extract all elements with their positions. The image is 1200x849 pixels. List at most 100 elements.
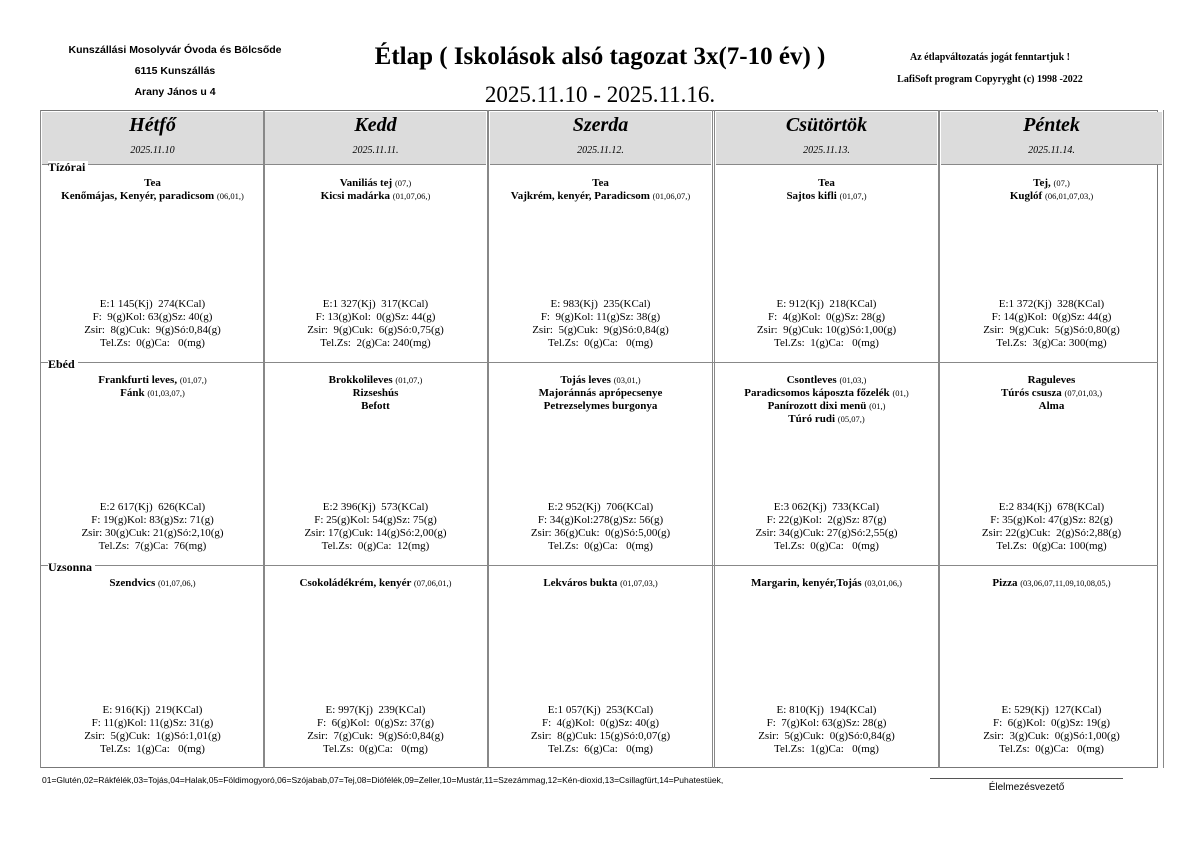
menu-item: Csontleves (01,03,) (716, 374, 937, 387)
nutrition-line: Zsir: 34(g)Cuk: 27(g)Só:2,55(g) (755, 527, 898, 539)
meal-label: Ebéd (48, 358, 78, 371)
nutrition-line: Tel.Zs: 2(g)Ca: 240(mg) (320, 337, 431, 349)
meal-cell: Csontleves (01,03,) Paradicsomos káposzta… (716, 362, 937, 565)
nutrition-line: F: 19(g)Kol: 83(g)Sz: 71(g) (91, 514, 214, 526)
nutrition-line: F: 13(g)Kol: 0(g)Sz: 44(g) (315, 311, 436, 323)
meal-cell: Pizza (03,06,07,11,09,10,08,05,) E: 529(K… (941, 565, 1162, 768)
menu-item: Rizseshús (265, 387, 486, 400)
allergen-codes: (01,) (892, 388, 909, 398)
day-date: 2025.11.13. (803, 145, 850, 156)
menu-item: Lekváros bukta (01,07,03,) (490, 577, 711, 590)
meal-cell: Tea Kenőmájas, Kenyér, paradicsom (06,01,… (42, 165, 263, 362)
meal-items: Csokoládékrém, kenyér (07,06,01,) (265, 577, 486, 590)
nutrition-line: F: 22(g)Kol: 2(g)Sz: 87(g) (766, 514, 887, 526)
day-header: Hétfő 2025.11.10 (42, 112, 263, 165)
allergen-codes: (01,07,) (839, 191, 867, 201)
nutrition-line: E: 916(Kj) 219(KCal) (102, 704, 203, 716)
menu-item: Csokoládékrém, kenyér (07,06,01,) (265, 577, 486, 590)
meal-items: Raguleves Túrós csusza (07,01,03,) Alma (941, 374, 1162, 413)
nutrition-line: F: 6(g)Kol: 0(g)Sz: 37(g) (316, 717, 434, 729)
nutrition-line: Tel.Zs: 7(g)Ca: 76(mg) (98, 540, 207, 552)
meal-items: Csontleves (01,03,) Paradicsomos káposzta… (716, 374, 937, 426)
nutrition-line: Tel.Zs: 1(g)Ca: 0(mg) (774, 337, 879, 349)
nutrition-line: F: 4(g)Kol: 0(g)Sz: 40(g) (541, 717, 659, 729)
nutrition-info: E:2 952(Kj) 706(KCal) F: 34(g)Kol:278(g)S… (490, 501, 711, 553)
nutrition-line: Zsir: 7(g)Cuk: 9(g)Só:0,84(g) (307, 730, 444, 742)
nutrition-info: E:1 327(Kj) 317(KCal) F: 13(g)Kol: 0(g)Sz… (265, 298, 486, 350)
dish-name: Tej, (1033, 177, 1051, 189)
dish-name: Kuglóf (1009, 190, 1043, 202)
meal-cell: Csokoládékrém, kenyér (07,06,01,) E: 997(… (265, 565, 486, 768)
nutrition-line: E: 997(Kj) 239(KCal) (325, 704, 426, 716)
menu-item: Túró rudi (05,07,) (716, 413, 937, 426)
menu-item: Kicsi madárka (01,07,06,) (265, 190, 486, 203)
day-name: Péntek (1023, 114, 1080, 136)
day-column (939, 110, 1164, 768)
menu-item: Petrezselymes burgonya (490, 400, 711, 413)
allergen-legend: 01=Glutén,02=Rákfélék,03=Tojás,04=Halak,… (42, 775, 724, 785)
nutrition-line: E: 810(Kj) 194(KCal) (776, 704, 877, 716)
dish-name: Tea (818, 177, 835, 189)
nutrition-line: E:1 145(Kj) 274(KCal) (99, 298, 206, 310)
dish-name: Kenőmájas, Kenyér, paradicsom (61, 190, 215, 202)
day-name: Kedd (354, 114, 397, 136)
dish-name: Túró rudi (788, 413, 836, 425)
dish-name: Petrezselymes burgonya (543, 400, 658, 412)
meal-cell: Tojás leves (03,01,) Majoránnás aprópecse… (490, 362, 711, 565)
nutrition-info: E: 983(Kj) 235(KCal) F: 9(g)Kol: 11(g)Sz:… (490, 298, 711, 350)
nutrition-line: Zsir: 17(g)Cuk: 14(g)Só:2,00(g) (304, 527, 447, 539)
meal-items: Szendvics (01,07,06,) (42, 577, 263, 590)
allergen-codes: (01,03,) (839, 375, 867, 385)
meal-items: Tea Sajtos kifli (01,07,) (716, 177, 937, 203)
nutrition-line: Tel.Zs: 3(g)Ca: 300(mg) (996, 337, 1107, 349)
menu-item: Margarin, kenyér,Tojás (03,01,06,) (716, 577, 937, 590)
meal-items: Lekváros bukta (01,07,03,) (490, 577, 711, 590)
nutrition-info: E:1 372(Kj) 328(KCal) F: 14(g)Kol: 0(g)Sz… (941, 298, 1162, 350)
meal-label: Tízórai (48, 161, 89, 174)
dish-name: Túrós csusza (1000, 387, 1062, 399)
nutrition-line: F: 34(g)Kol:278(g)Sz: 56(g) (537, 514, 664, 526)
dish-name: Vajkrém, kenyér, Paradicsom (510, 190, 650, 202)
org-city: 6115 Kunszállás (134, 65, 216, 77)
menu-item: Vajkrém, kenyér, Paradicsom (01,06,07,) (490, 190, 711, 203)
nutrition-line: Zsir: 5(g)Cuk: 0(g)Só:0,84(g) (758, 730, 895, 742)
menu-item: Szendvics (01,07,06,) (42, 577, 263, 590)
meal-cell: Frankfurti leves, (01,07,) Fánk (01,03,07… (42, 362, 263, 565)
row-divider (40, 565, 1158, 566)
nutrition-line: Tel.Zs: 0(g)Ca: 0(mg) (999, 743, 1104, 755)
day-header: Csütörtök 2025.11.13. (716, 112, 937, 165)
dish-name: Csokoládékrém, kenyér (299, 577, 412, 589)
dish-name: Brokkolileves (328, 374, 393, 386)
meal-items: Brokkolileves (01,07,) Rizseshús Befott (265, 374, 486, 413)
date-range: 2025.11.10 - 2025.11.16. (484, 82, 716, 107)
menu-item: Alma (941, 400, 1162, 413)
dish-name: Margarin, kenyér,Tojás (750, 577, 862, 589)
row-divider (40, 362, 1158, 363)
nutrition-info: E:2 617(Kj) 626(KCal) F: 19(g)Kol: 83(g)S… (42, 501, 263, 553)
menu-item: Fánk (01,03,07,) (42, 387, 263, 400)
nutrition-line: Tel.Zs: 0(g)Ca: 0(mg) (774, 540, 879, 552)
allergen-codes: (01,07,06,) (158, 578, 196, 588)
allergen-codes: (06,01,) (216, 191, 244, 201)
day-header: Kedd 2025.11.11. (265, 112, 486, 165)
meal-items: Margarin, kenyér,Tojás (03,01,06,) (716, 577, 937, 590)
menu-item: Tojás leves (03,01,) (490, 374, 711, 387)
allergen-codes: (07,06,01,) (413, 578, 452, 588)
meal-cell: Tea Sajtos kifli (01,07,) E: 912(Kj) 218(K… (716, 165, 937, 362)
nutrition-line: E: 983(Kj) 235(KCal) (550, 298, 651, 310)
menu-item: Tea (490, 177, 711, 190)
meal-cell: Szendvics (01,07,06,) E: 916(Kj) 219(KCal… (42, 565, 263, 768)
meal-cell: Tej, (07,) Kuglóf (06,01,07,03,) E:1 372(K… (941, 165, 1162, 362)
org-address: Arany János u 4 (134, 86, 216, 98)
meal-items: Vaniliás tej (07,) Kicsi madárka (01,07,0… (265, 177, 486, 203)
menu-item: Frankfurti leves, (01,07,) (42, 374, 263, 387)
nutrition-line: F: 35(g)Kol: 47(g)Sz: 82(g) (990, 514, 1113, 526)
nutrition-line: Zsir: 8(g)Cuk: 9(g)Só:0,84(g) (84, 324, 221, 336)
dish-name: Frankfurti leves, (98, 374, 178, 386)
signature-label: Élelmezésvezető (988, 782, 1065, 793)
dish-name: Fánk (120, 387, 145, 399)
day-name: Szerda (572, 114, 629, 136)
menu-item: Tea (42, 177, 263, 190)
dish-name: Kicsi madárka (320, 190, 391, 202)
menu-item: Brokkolileves (01,07,) (265, 374, 486, 387)
